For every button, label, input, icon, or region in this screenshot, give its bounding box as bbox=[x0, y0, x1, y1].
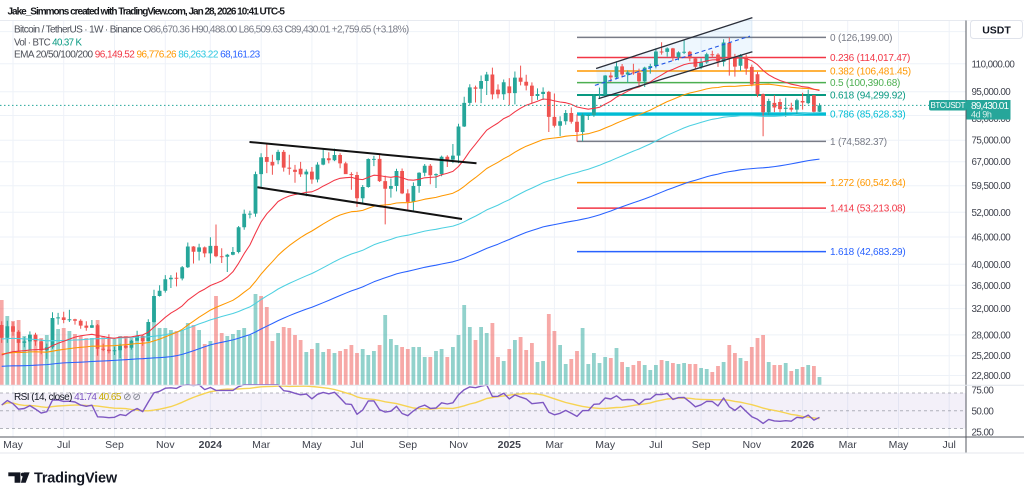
svg-text:Mar: Mar bbox=[545, 439, 564, 451]
svg-text:May: May bbox=[302, 439, 323, 451]
svg-text:25.00: 25.00 bbox=[972, 427, 995, 438]
svg-text:0 (126,199.00): 0 (126,199.00) bbox=[830, 33, 892, 44]
svg-text:Jul: Jul bbox=[350, 439, 363, 451]
svg-text:Bitcoin / TetherUS · 1W · Bina: Bitcoin / TetherUS · 1W · Binance O86,67… bbox=[14, 25, 409, 36]
svg-text:95,000.00: 95,000.00 bbox=[972, 87, 1012, 98]
svg-text:Jul: Jul bbox=[942, 439, 955, 451]
svg-text:0.618 (94,299.92): 0.618 (94,299.92) bbox=[830, 91, 906, 102]
svg-text:Nov: Nov bbox=[449, 439, 468, 451]
svg-text:67,000.00: 67,000.00 bbox=[972, 157, 1012, 168]
svg-text:Nov: Nov bbox=[156, 439, 175, 451]
svg-text:22,800.00: 22,800.00 bbox=[972, 371, 1012, 382]
svg-text:1.414 (53,213.08): 1.414 (53,213.08) bbox=[830, 204, 906, 215]
svg-text:0.786 (85,628.33): 0.786 (85,628.33) bbox=[830, 110, 906, 121]
svg-text:RSI (14, close) 41.74 40.65 ⊘: RSI (14, close) 41.74 40.65 ⊘⊘ bbox=[14, 392, 142, 403]
svg-text:0.5 (100,390.68): 0.5 (100,390.68) bbox=[830, 78, 900, 89]
svg-text:110,000.00: 110,000.00 bbox=[972, 59, 1016, 70]
svg-text:2024: 2024 bbox=[199, 439, 223, 451]
svg-text:May: May bbox=[889, 439, 910, 451]
svg-text:59,500.00: 59,500.00 bbox=[972, 181, 1012, 192]
svg-text:0.236 (114,017.47): 0.236 (114,017.47) bbox=[830, 53, 910, 64]
svg-text:36,000.00: 36,000.00 bbox=[972, 281, 1012, 292]
svg-text:1 (74,582.37): 1 (74,582.37) bbox=[830, 137, 887, 148]
svg-text:28,000.00: 28,000.00 bbox=[972, 330, 1012, 341]
svg-text:52,000.00: 52,000.00 bbox=[972, 208, 1012, 219]
svg-text:1.618 (42,683.29): 1.618 (42,683.29) bbox=[830, 247, 906, 258]
svg-text:Sep: Sep bbox=[398, 439, 417, 451]
svg-text:2025: 2025 bbox=[498, 439, 522, 451]
svg-text:Jake_Simmons created with Trad: Jake_Simmons created with TradingView.co… bbox=[8, 7, 286, 18]
svg-text:89,430.01: 89,430.01 bbox=[971, 101, 1010, 112]
svg-text:BTCUSDT: BTCUSDT bbox=[931, 101, 966, 110]
svg-text:40,000.00: 40,000.00 bbox=[972, 260, 1012, 271]
svg-text:Vol · BTC 40.37 K: Vol · BTC 40.37 K bbox=[14, 38, 82, 49]
svg-text:Mar: Mar bbox=[839, 439, 858, 451]
svg-text:May: May bbox=[3, 439, 24, 451]
svg-text:0.382 (106,481.45): 0.382 (106,481.45) bbox=[830, 67, 911, 78]
svg-text:50.00: 50.00 bbox=[972, 407, 995, 418]
svg-text:TradingView: TradingView bbox=[34, 471, 118, 487]
svg-text:May: May bbox=[595, 439, 616, 451]
svg-text:75.00: 75.00 bbox=[972, 385, 995, 396]
svg-text:32,000.00: 32,000.00 bbox=[972, 304, 1012, 315]
svg-text:46,000.00: 46,000.00 bbox=[972, 233, 1012, 244]
svg-text:USDT: USDT bbox=[982, 25, 1011, 37]
svg-text:Jul: Jul bbox=[649, 439, 662, 451]
svg-text:Sep: Sep bbox=[105, 439, 124, 451]
svg-text:4d 9h: 4d 9h bbox=[971, 110, 992, 120]
svg-text:EMA 20/50/100/200 96,149.52 96: EMA 20/50/100/200 96,149.52 96,776.26 86… bbox=[14, 50, 261, 61]
svg-text:Sep: Sep bbox=[692, 439, 711, 451]
svg-text:Jul: Jul bbox=[57, 439, 70, 451]
svg-text:25,200.00: 25,200.00 bbox=[972, 351, 1012, 362]
svg-text:Mar: Mar bbox=[252, 439, 271, 451]
svg-text:2026: 2026 bbox=[791, 439, 815, 451]
svg-text:1.272 (60,542.64): 1.272 (60,542.64) bbox=[830, 178, 906, 189]
svg-text:Nov: Nov bbox=[742, 439, 761, 451]
svg-text:75,000.00: 75,000.00 bbox=[972, 136, 1012, 147]
